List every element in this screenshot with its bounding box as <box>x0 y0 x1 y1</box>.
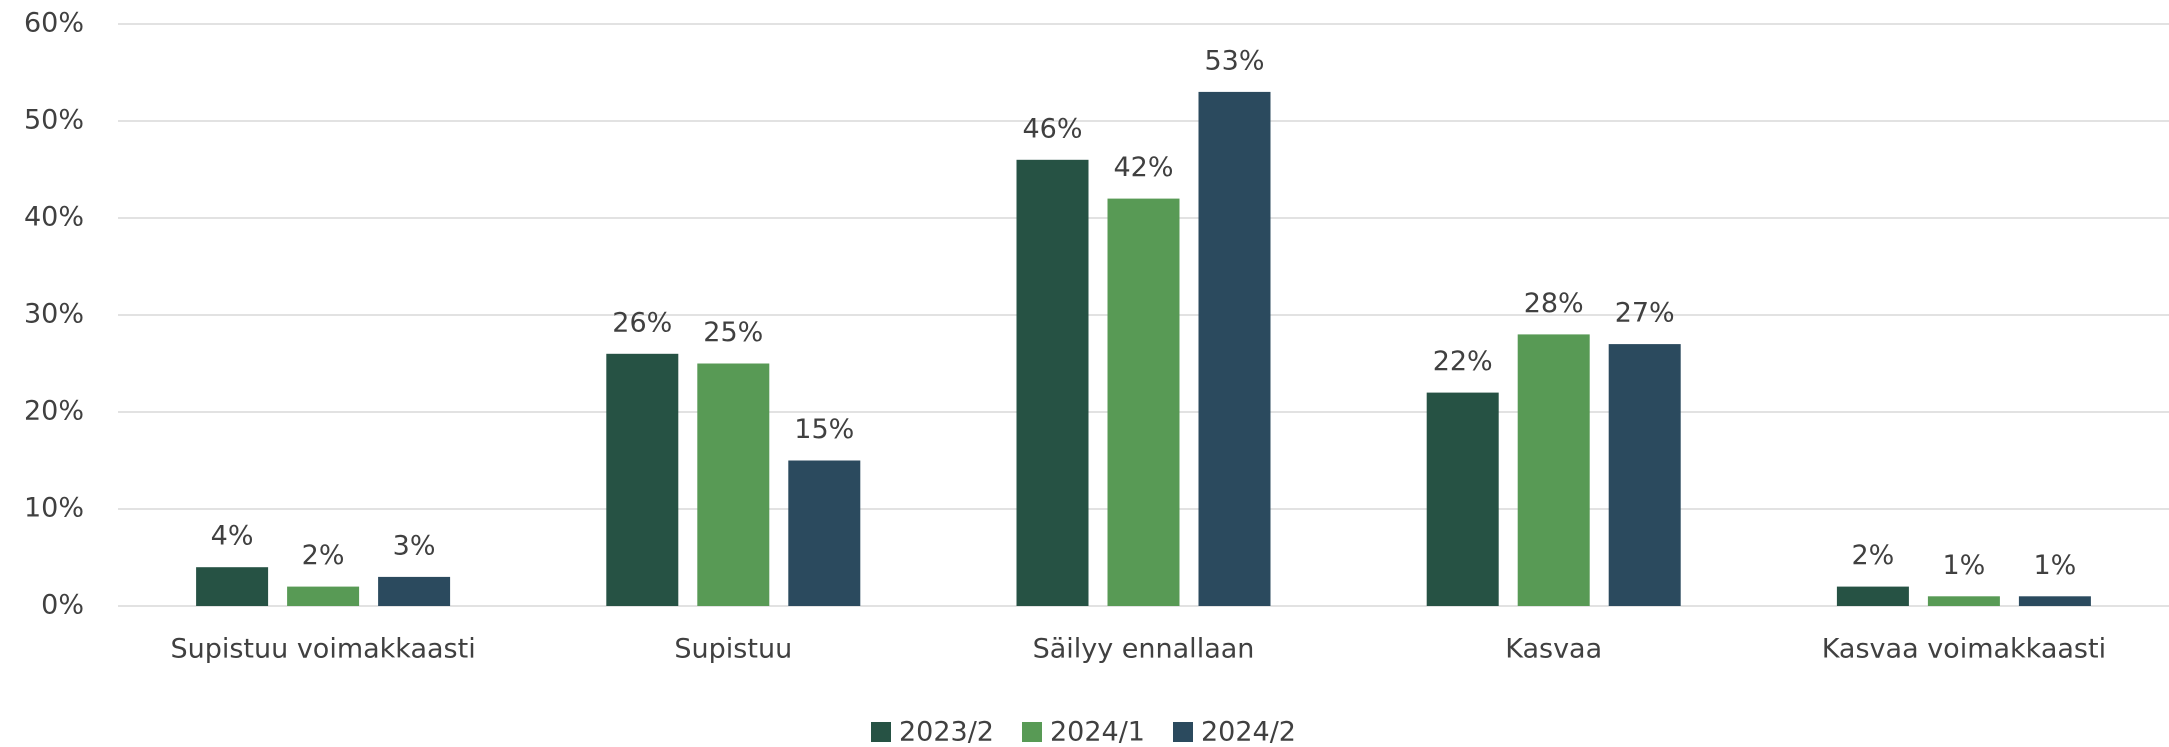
bar <box>1608 344 1681 606</box>
data-label: 26% <box>612 307 672 338</box>
bar <box>1426 392 1499 606</box>
bar <box>1107 198 1180 606</box>
data-label: 2% <box>302 540 345 571</box>
bar <box>1836 586 1909 606</box>
bar <box>196 567 269 606</box>
data-label: 15% <box>794 414 854 445</box>
bar <box>1198 91 1271 606</box>
bar <box>788 460 861 606</box>
data-label: 25% <box>703 317 763 348</box>
legend-label: 2024/1 <box>1050 717 1145 747</box>
data-label: 27% <box>1615 298 1675 329</box>
data-label: 4% <box>211 521 254 552</box>
bar <box>697 363 770 606</box>
x-tick-label: Supistuu <box>674 634 792 665</box>
bar <box>1517 334 1590 606</box>
bar <box>287 586 360 606</box>
x-tick-label: Kasvaa <box>1505 634 1602 665</box>
data-label: 1% <box>2033 550 2076 581</box>
legend-label: 2023/2 <box>899 717 994 747</box>
y-tick-label: 30% <box>24 299 84 330</box>
y-tick-label: 20% <box>24 396 84 427</box>
data-label: 2% <box>1851 540 1894 571</box>
bar <box>378 576 451 606</box>
bar <box>2018 596 2091 606</box>
y-tick-label: 0% <box>41 590 84 621</box>
legend-label: 2024/2 <box>1201 717 1296 747</box>
bar <box>1927 596 2000 606</box>
bar <box>1016 159 1089 607</box>
y-tick-label: 40% <box>24 202 84 233</box>
data-label: 53% <box>1204 45 1264 76</box>
x-tick-label: Kasvaa voimakkaasti <box>1822 634 2106 665</box>
x-tick-label: Säilyy ennallaan <box>1033 634 1255 665</box>
data-label: 46% <box>1022 113 1082 144</box>
legend-swatch <box>1173 722 1193 742</box>
y-tick-label: 50% <box>24 105 84 136</box>
data-label: 3% <box>393 530 436 561</box>
y-tick-label: 60% <box>24 8 84 39</box>
data-label: 42% <box>1113 152 1173 183</box>
y-tick-label: 10% <box>24 493 84 524</box>
legend-swatch <box>1022 722 1042 742</box>
data-label: 1% <box>1942 550 1985 581</box>
x-tick-label: Supistuu voimakkaasti <box>170 634 475 665</box>
legend-swatch <box>871 722 891 742</box>
bar <box>606 353 679 606</box>
data-label: 22% <box>1433 346 1493 377</box>
data-label: 28% <box>1524 288 1584 319</box>
